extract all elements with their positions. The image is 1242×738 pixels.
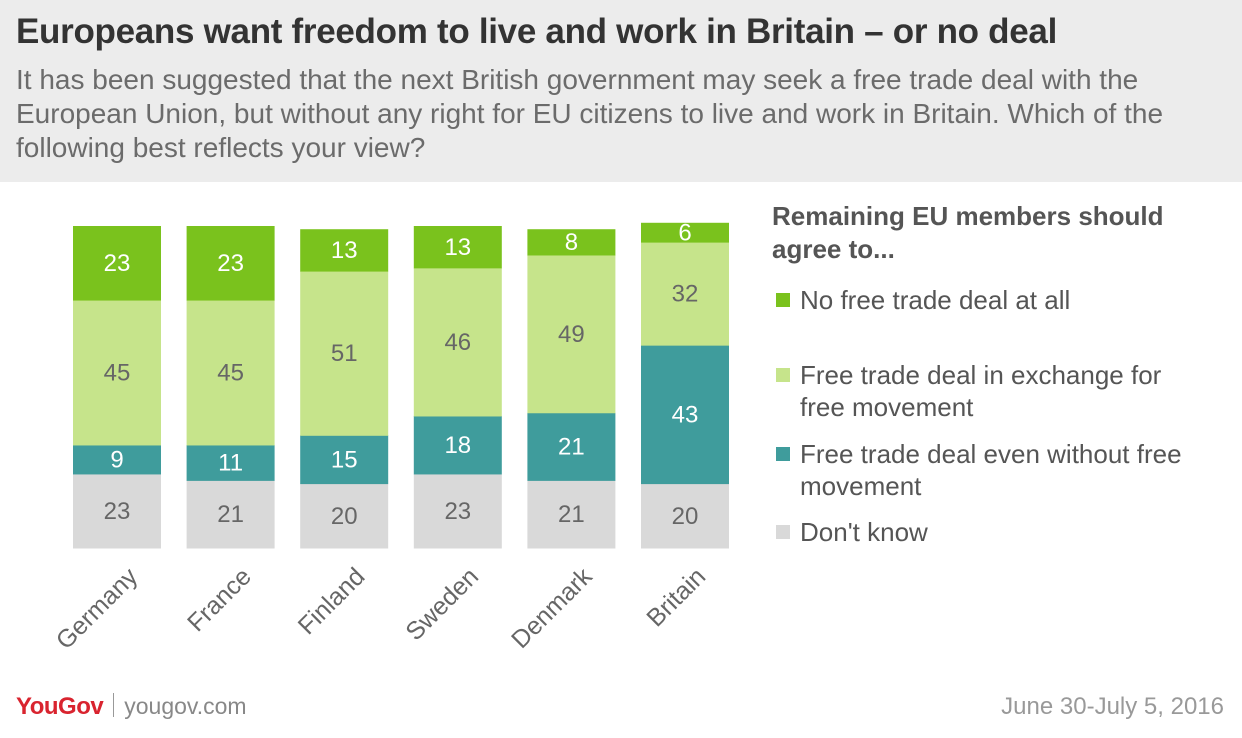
bar-segment-germany-free-trade-deal-even-without-free-movement	[73, 444, 161, 475]
data-label-germany-free-trade-deal-even-without-free-movement: 9	[110, 446, 123, 473]
bar-segment-france-no-free-trade-deal-at-all	[186, 226, 275, 301]
bar-segment-britain-no-free-trade-deal-at-all	[641, 222, 729, 243]
bar-germany: 23 9 45 23	[73, 226, 161, 549]
category-label-denmark: Denmark	[506, 562, 598, 654]
bar-segment-france-free-trade-deal-even-without-free-movement	[186, 444, 275, 481]
data-label-finland-free-trade-deal-in-exchange-for-free-movement: 51	[331, 340, 358, 367]
bar-segment-britain-free-trade-deal-in-exchange-for-free-movement	[641, 242, 729, 346]
legend-label-deal-without-movement: Free trade deal even without free moveme…	[800, 439, 1182, 501]
bar-britain: 20 43 32 6	[641, 219, 729, 549]
data-label-denmark-no-free-trade-deal-at-all: 8	[565, 229, 578, 256]
data-label-finland-no-free-trade-deal-at-all: 13	[331, 237, 358, 264]
data-label-finland-free-trade-deal-even-without-free-movement: 15	[331, 446, 358, 473]
legend-swatch-dont-know	[776, 525, 790, 539]
data-label-germany-don-t-know: 23	[104, 498, 131, 525]
bar-segment-britain-free-trade-deal-even-without-free-movement	[641, 345, 729, 485]
bar-segment-finland-free-trade-deal-even-without-free-movement	[300, 435, 389, 485]
data-label-germany-no-free-trade-deal-at-all: 23	[104, 250, 131, 277]
bar-segment-sweden-no-free-trade-deal-at-all	[413, 226, 502, 269]
category-label-finland: Finland	[293, 562, 371, 640]
legend-swatch-no-deal	[776, 293, 790, 307]
legend-swatch-deal-with-movement	[776, 368, 790, 382]
bar-segment-finland-free-trade-deal-in-exchange-for-free-movement	[300, 271, 389, 436]
legend-swatch-deal-without-movement	[776, 447, 790, 461]
bar-segment-germany-don-t-know	[73, 473, 161, 549]
data-label-sweden-free-trade-deal-even-without-free-movement: 18	[444, 432, 471, 459]
bar-denmark: 21 21 49 8	[527, 229, 616, 549]
legend-label-no-deal: No free trade deal at all	[800, 285, 1071, 315]
legend-title: Remaining EU members should agree to...	[772, 201, 1164, 264]
bar-segment-sweden-don-t-know	[413, 473, 502, 549]
bar-segment-britain-don-t-know	[641, 483, 729, 549]
fieldwork-dates: June 30-July 5, 2016	[1001, 693, 1224, 720]
bar-segment-denmark-don-t-know	[527, 480, 616, 549]
bar-segment-denmark-free-trade-deal-even-without-free-movement	[527, 412, 616, 481]
footer-brand: YouGov yougov.com	[16, 693, 247, 727]
bar-segment-germany-free-trade-deal-in-exchange-for-free-movement	[73, 300, 161, 446]
yougov-logo: YouGov	[16, 693, 104, 720]
data-label-denmark-free-trade-deal-in-exchange-for-free-movement: 49	[558, 321, 585, 348]
bar-sweden: 23 18 46 13	[413, 226, 502, 549]
category-label-france: France	[182, 562, 257, 637]
data-label-britain-no-free-trade-deal-at-all: 6	[678, 219, 691, 246]
data-label-britain-free-trade-deal-even-without-free-movement: 43	[672, 401, 699, 428]
category-label-germany: Germany	[51, 562, 144, 655]
bar-segment-france-don-t-know	[186, 480, 275, 549]
bar-segment-denmark-free-trade-deal-in-exchange-for-free-movement	[527, 254, 616, 414]
data-label-britain-free-trade-deal-in-exchange-for-free-movement: 32	[672, 281, 699, 308]
bar-segment-sweden-free-trade-deal-even-without-free-movement	[413, 415, 502, 475]
brand-divider	[113, 693, 115, 717]
data-label-sweden-don-t-know: 23	[444, 498, 471, 525]
data-label-denmark-don-t-know: 21	[558, 501, 585, 528]
bar-segment-finland-no-free-trade-deal-at-all	[300, 229, 389, 272]
bar-segment-finland-don-t-know	[300, 483, 389, 549]
bar-france: 21 11 45 23	[186, 226, 275, 549]
data-label-france-don-t-know: 21	[217, 501, 244, 528]
data-label-denmark-free-trade-deal-even-without-free-movement: 21	[558, 434, 585, 461]
bar-segment-sweden-free-trade-deal-in-exchange-for-free-movement	[413, 267, 502, 417]
data-label-france-free-trade-deal-even-without-free-movement: 11	[218, 450, 243, 477]
data-label-britain-don-t-know: 20	[672, 503, 699, 530]
bar-segment-germany-no-free-trade-deal-at-all	[73, 226, 161, 301]
bar-segment-denmark-no-free-trade-deal-at-all	[527, 229, 616, 256]
legend-label-dont-know: Don't know	[800, 517, 928, 547]
data-label-france-free-trade-deal-in-exchange-for-free-movement: 45	[217, 360, 244, 387]
stacked-bar-chart: 23 9 45 23 Germany 21 11 45 23 France 20 15 51 13 Finl…	[51, 219, 729, 655]
page-title: Europeans want freedom to live and work …	[16, 12, 1058, 51]
survey-question: It has been suggested that the next Brit…	[16, 64, 1164, 163]
brand-website: yougov.com	[124, 693, 247, 719]
header-band: Europeans want freedom to live and work …	[0, 0, 1242, 182]
data-label-finland-don-t-know: 20	[331, 503, 358, 530]
category-label-sweden: Sweden	[400, 562, 484, 646]
legend-label-deal-with-movement: Free trade deal in exchange for free mov…	[800, 360, 1162, 422]
data-label-sweden-free-trade-deal-in-exchange-for-free-movement: 46	[444, 329, 471, 356]
bar-finland: 20 15 51 13	[300, 229, 389, 549]
data-label-sweden-no-free-trade-deal-at-all: 13	[444, 234, 471, 261]
category-label-britain: Britain	[641, 562, 711, 632]
data-label-france-no-free-trade-deal-at-all: 23	[217, 250, 244, 277]
data-label-germany-free-trade-deal-in-exchange-for-free-movement: 45	[104, 360, 131, 387]
bar-segment-france-free-trade-deal-in-exchange-for-free-movement	[186, 300, 275, 446]
